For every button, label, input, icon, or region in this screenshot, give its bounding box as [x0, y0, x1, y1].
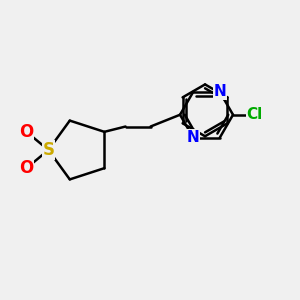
Text: S: S	[42, 141, 54, 159]
Text: O: O	[19, 159, 34, 177]
Text: N: N	[213, 84, 226, 99]
Text: N: N	[187, 130, 200, 145]
Text: O: O	[19, 123, 34, 141]
Text: Cl: Cl	[246, 107, 262, 122]
